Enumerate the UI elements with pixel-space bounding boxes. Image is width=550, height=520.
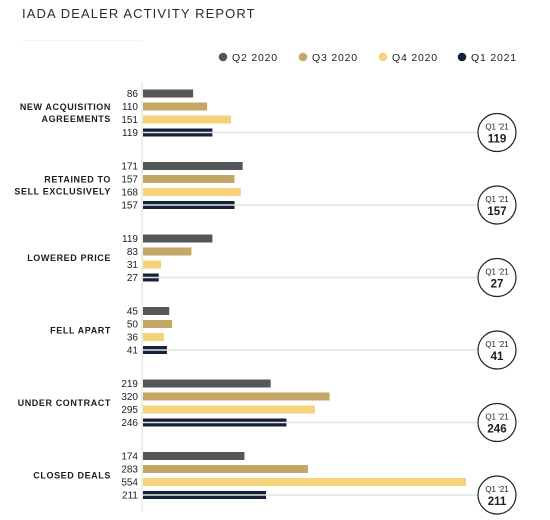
bar <box>143 115 232 124</box>
bar-value-label: 27 <box>127 273 139 284</box>
bar <box>143 102 208 111</box>
bar-value-label: 86 <box>127 89 139 100</box>
bar <box>143 392 330 401</box>
callout-badge-label: Q1 '21 <box>485 340 509 349</box>
bar-value-label: 83 <box>127 247 139 258</box>
category-label: NEW ACQUISITION <box>20 102 111 112</box>
category-label: AGREEMENTS <box>41 114 111 124</box>
bar-value-label: 50 <box>127 320 139 331</box>
bar-value-label: 157 <box>121 175 138 186</box>
page-title: IADA DEALER ACTIVITY REPORT <box>22 6 256 21</box>
bar <box>143 333 164 341</box>
bar-value-label: 174 <box>121 452 138 463</box>
bar <box>143 175 235 183</box>
bar <box>143 234 213 243</box>
callout-badge <box>477 185 517 225</box>
callout-badge-label: Q1 '21 <box>485 123 509 132</box>
legend-label-2: Q3 2020 <box>312 52 358 64</box>
callout-badge-value: 211 <box>488 496 507 508</box>
bar <box>143 478 466 486</box>
bar-value-label: 554 <box>121 478 138 489</box>
bar-value-label: 320 <box>121 392 138 403</box>
bar <box>143 320 173 328</box>
bar-value-label: 211 <box>122 491 138 502</box>
bar-value-label: 283 <box>121 465 138 476</box>
bar-value-label: 151 <box>121 115 138 126</box>
bar <box>143 379 271 388</box>
category-label: RETAINED TO <box>44 175 111 185</box>
category-label: UNDER CONTRACT <box>18 398 111 408</box>
legend-swatch-3 <box>378 52 388 62</box>
legend-label-1: Q2 2020 <box>232 52 278 64</box>
title-divider <box>22 40 142 41</box>
bar-value-label: 246 <box>121 418 138 429</box>
bar-value-label: 171 <box>121 162 138 173</box>
bar-value-label: 36 <box>127 333 139 344</box>
callout-badge <box>477 475 517 515</box>
callout-badge <box>477 330 517 370</box>
callout-badge-label: Q1 '21 <box>485 195 509 204</box>
category-label: CLOSED DEALS <box>33 471 111 481</box>
category-label: SELL EXCLUSIVELY <box>14 187 111 197</box>
bar <box>143 162 243 170</box>
bar <box>143 405 315 414</box>
bar-value-label: 31 <box>127 260 139 271</box>
bar <box>143 307 170 315</box>
bar <box>143 89 194 98</box>
callout-badge-value: 41 <box>491 351 504 363</box>
bar-value-label: 110 <box>122 102 138 113</box>
callout-badge-label: Q1 '21 <box>485 268 509 277</box>
callout-badge-value: 157 <box>487 206 506 218</box>
bar-value-label: 119 <box>122 234 138 245</box>
callout-badge-label: Q1 '21 <box>485 413 509 422</box>
bar-value-label: 219 <box>121 379 138 390</box>
bar <box>143 452 245 460</box>
bar-value-label: 45 <box>127 307 139 318</box>
bar <box>143 260 162 269</box>
callout-badge-value: 119 <box>488 134 507 146</box>
legend-label-4: Q1 2021 <box>471 52 517 64</box>
bar <box>143 247 192 256</box>
bar <box>143 188 241 196</box>
callout-badge <box>477 402 517 443</box>
bar-value-label: 295 <box>121 405 138 416</box>
bar-value-label: 41 <box>127 346 139 357</box>
legend-label-3: Q4 2020 <box>392 52 438 64</box>
bar-value-label: 119 <box>122 128 138 139</box>
bar <box>143 465 308 473</box>
legend-swatch-2 <box>298 52 308 62</box>
callout-badge-value: 246 <box>487 424 506 436</box>
bar-value-label: 157 <box>121 201 138 212</box>
legend-swatch-4 <box>457 52 467 62</box>
category-label: LOWERED PRICE <box>27 253 111 263</box>
callout-badge-label: Q1 '21 <box>485 485 509 494</box>
callout-badge <box>477 257 517 298</box>
callout-badge <box>477 112 517 153</box>
legend-swatch-1 <box>218 52 228 62</box>
category-label: FELL APART <box>50 326 111 336</box>
bar-value-label: 168 <box>121 188 138 199</box>
callout-badge-value: 27 <box>491 279 504 291</box>
